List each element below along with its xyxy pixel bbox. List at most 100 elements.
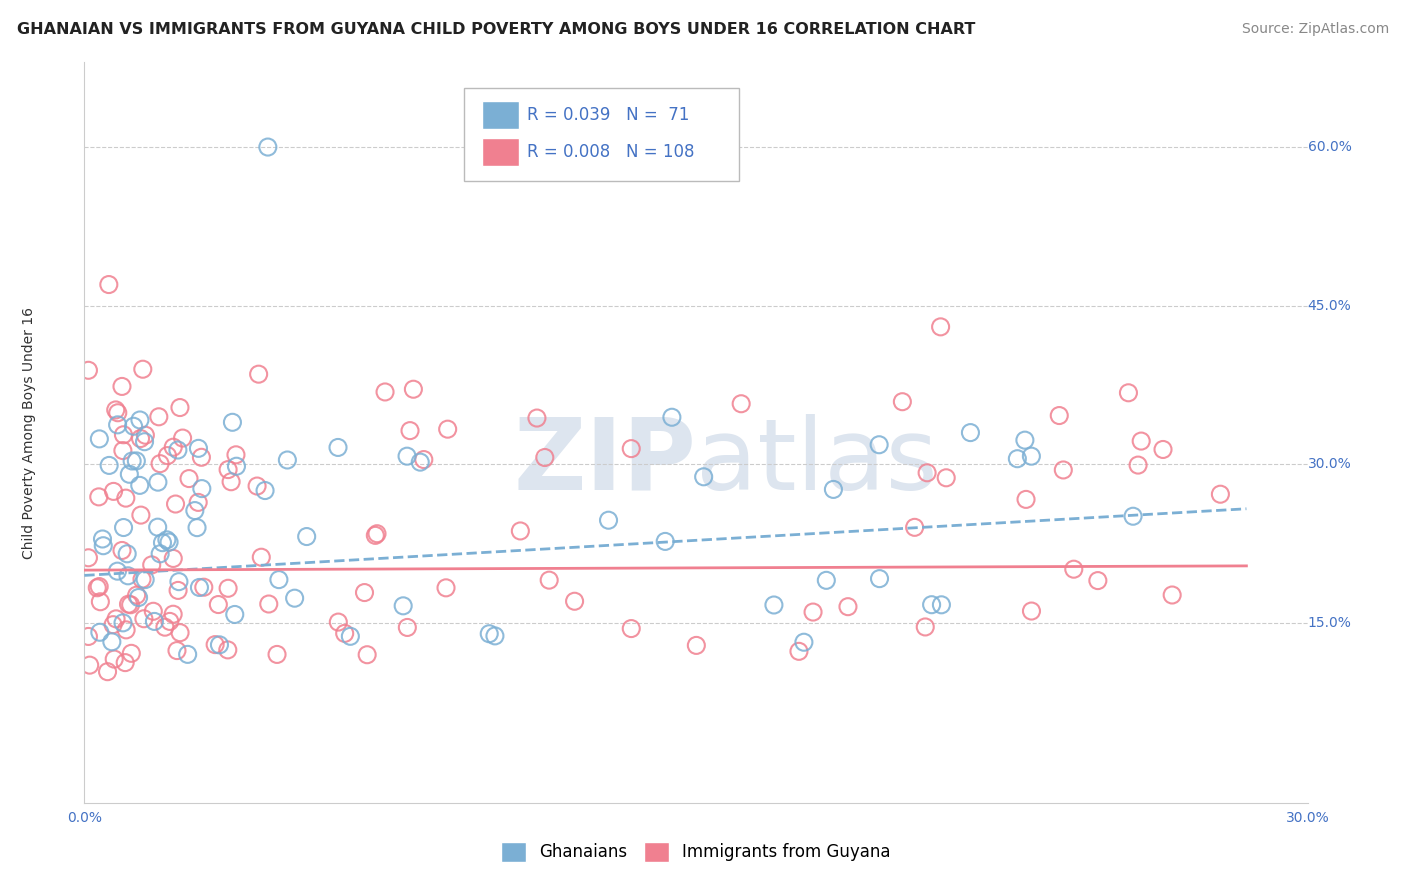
Point — [129, 432, 152, 446]
Text: 0.0%: 0.0% — [67, 811, 101, 825]
Point — [156, 449, 179, 463]
Point — [409, 455, 432, 469]
Point — [89, 580, 111, 594]
Point — [121, 454, 143, 468]
Point — [132, 362, 155, 376]
Point — [434, 581, 457, 595]
Point — [257, 597, 280, 611]
Point — [339, 629, 361, 643]
Point — [107, 406, 129, 420]
Point — [478, 626, 501, 640]
Point — [1126, 458, 1149, 472]
Point — [257, 140, 280, 154]
Point — [217, 582, 239, 596]
Point — [157, 535, 180, 549]
Point — [208, 638, 231, 652]
Point — [399, 424, 422, 438]
Point — [187, 442, 209, 456]
Point — [77, 630, 100, 644]
Point — [787, 644, 810, 658]
Point — [134, 573, 156, 587]
Point — [692, 470, 714, 484]
Point — [125, 588, 148, 602]
Point — [1161, 588, 1184, 602]
Point — [1152, 442, 1174, 457]
Point — [166, 643, 188, 657]
Text: Source: ZipAtlas.com: Source: ZipAtlas.com — [1241, 22, 1389, 37]
Point — [98, 458, 121, 473]
Point — [101, 617, 124, 632]
Point — [661, 410, 683, 425]
Point — [246, 479, 269, 493]
Point — [1052, 463, 1074, 477]
Text: R = 0.039   N =  71: R = 0.039 N = 71 — [527, 106, 689, 124]
FancyBboxPatch shape — [464, 88, 738, 181]
Point — [149, 547, 172, 561]
Point — [134, 428, 156, 442]
Point — [1007, 451, 1029, 466]
Legend: Ghanaians, Immigrants from Guyana: Ghanaians, Immigrants from Guyana — [495, 835, 897, 869]
Point — [146, 475, 169, 490]
Point — [148, 409, 170, 424]
Point — [91, 539, 114, 553]
Point — [267, 573, 290, 587]
Text: ZIP: ZIP — [513, 414, 696, 511]
Point — [86, 581, 108, 595]
Point — [276, 453, 298, 467]
Point — [107, 417, 129, 432]
Point — [247, 367, 270, 381]
Point — [366, 526, 388, 541]
Point — [509, 524, 531, 538]
Point — [526, 411, 548, 425]
Point — [914, 620, 936, 634]
Point — [91, 532, 114, 546]
Point — [931, 598, 953, 612]
Point — [266, 648, 288, 662]
Point — [114, 491, 136, 505]
Point — [96, 665, 118, 679]
Point — [142, 604, 165, 618]
Point — [207, 598, 229, 612]
Point — [169, 401, 191, 415]
Point — [172, 431, 194, 445]
Point — [143, 615, 166, 629]
Point — [538, 573, 561, 587]
Text: 30.0%: 30.0% — [1308, 458, 1351, 471]
Point — [77, 363, 100, 377]
Point — [598, 513, 620, 527]
Point — [356, 648, 378, 662]
Point — [224, 607, 246, 622]
Point — [190, 450, 212, 465]
Point — [120, 598, 142, 612]
Point — [250, 550, 273, 565]
Point — [97, 277, 120, 292]
Point — [225, 448, 247, 462]
Point — [412, 452, 434, 467]
Point — [533, 450, 555, 465]
Point — [103, 484, 125, 499]
Point — [105, 612, 128, 626]
Point — [101, 635, 124, 649]
Point — [685, 639, 707, 653]
Point — [191, 482, 214, 496]
Point — [87, 490, 110, 504]
Point — [484, 629, 506, 643]
Point — [762, 598, 785, 612]
Point — [128, 478, 150, 492]
Point — [869, 572, 891, 586]
Point — [1087, 574, 1109, 588]
Point — [221, 415, 243, 429]
Point — [436, 422, 458, 436]
Point — [149, 457, 172, 471]
Point — [193, 580, 215, 594]
Point — [904, 520, 927, 534]
FancyBboxPatch shape — [482, 138, 519, 166]
Point — [1063, 562, 1085, 576]
Point — [118, 467, 141, 482]
Point — [396, 620, 419, 634]
Point — [837, 599, 859, 614]
Point — [117, 569, 139, 583]
Point — [868, 438, 890, 452]
Point — [326, 441, 349, 455]
Point — [823, 483, 845, 497]
